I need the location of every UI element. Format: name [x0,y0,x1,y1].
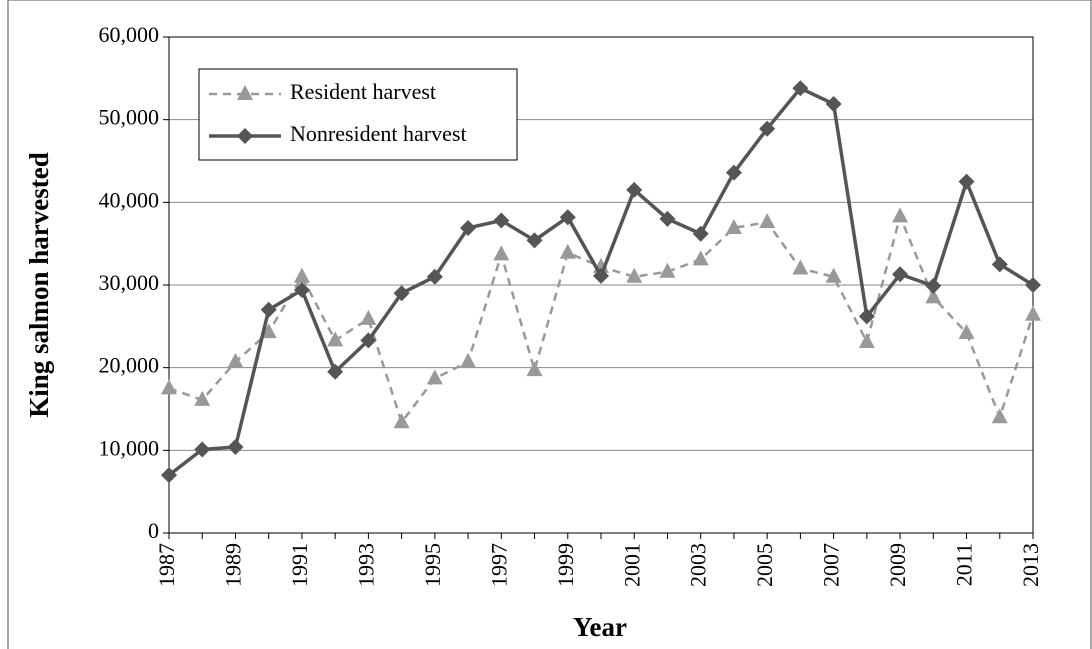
x-tick-label: 1993 [353,543,378,587]
diamond-marker [858,308,875,325]
triangle-marker [393,413,410,429]
triangle-marker [958,323,975,339]
triangle-marker [293,267,310,283]
diamond-marker [227,439,244,456]
triangle-marker [460,352,477,368]
triangle-marker [925,288,942,304]
triangle-marker [792,259,809,275]
triangle-marker [759,213,776,229]
diamond-marker [725,164,742,181]
series-line [168,212,1035,425]
x-tick-label: 2013 [1018,543,1043,587]
x-tick-label: 2005 [752,543,777,587]
triangle-marker [559,243,576,259]
triangle-marker [360,309,377,325]
triangle-marker [426,369,443,385]
x-tick-label: 2007 [819,543,844,587]
y-tick-label: 30,000 [99,270,160,295]
y-tick-label: 0 [148,518,159,543]
triangle-marker [858,333,875,349]
diamond-marker [360,332,377,349]
x-tick-label: 2011 [952,543,977,586]
y-tick-label: 50,000 [99,105,160,130]
diamond-marker [559,209,576,226]
x-tick-label: 1999 [553,543,578,587]
y-tick-label: 10,000 [99,435,160,460]
x-tick-label: 2001 [619,543,644,587]
diamond-marker [626,181,643,198]
triangle-marker [1025,305,1041,321]
legend-box [198,68,518,161]
triangle-marker [227,352,244,368]
diamond-marker [327,363,344,380]
x-tick-label: 1991 [287,543,312,587]
diamond-marker [991,256,1008,273]
diamond-marker [460,219,477,236]
triangle-marker [526,361,543,377]
diamond-marker [393,285,410,302]
x-tick-label: 1987 [154,543,179,587]
x-tick-label: 1995 [420,543,445,587]
diamond-marker [825,95,842,112]
triangle-marker [237,85,253,100]
triangle-marker [194,390,211,406]
triangle-marker [260,323,277,339]
triangle-marker [626,267,643,283]
y-axis-label: King salmon harvested [24,152,54,418]
triangle-marker [725,218,742,234]
y-tick-label: 20,000 [99,353,160,378]
frame [7,0,1092,649]
x-tick-label: 2009 [885,543,910,587]
diamond-marker [792,80,809,97]
y-tick-label: 40,000 [99,187,160,212]
x-tick-label: 2003 [686,543,711,587]
diamond-marker [1025,277,1041,293]
triangle-marker [892,207,909,223]
diamond-marker [526,232,543,249]
triangle-marker [692,250,709,266]
diamond-marker [593,267,609,284]
diamond-marker [659,210,676,227]
diamond-marker [260,301,277,318]
triangle-marker [327,331,344,347]
diamond-marker [493,212,510,229]
diamond-marker [293,281,310,298]
legend-label: Resident harvest [290,79,436,104]
diamond-marker [237,128,253,144]
diamond-marker [759,120,776,137]
diamond-marker [426,268,443,285]
diamond-marker [194,441,211,458]
diamond-marker [958,173,975,190]
triangle-marker [825,267,842,283]
diamond-marker [892,266,909,283]
x-tick-label: 1997 [486,543,511,587]
x-tick-label: 1989 [221,543,246,587]
diamond-marker [692,225,709,242]
diamond-marker [161,467,177,484]
diamond-marker [925,277,942,294]
triangle-marker [493,245,510,261]
y-tick-label: 60,000 [99,22,160,47]
legend-label: Nonresident harvest [290,121,467,146]
triangle-marker [991,408,1008,424]
triangle-marker [161,379,177,395]
triangle-marker [659,262,676,278]
x-axis-label: Year [573,612,627,642]
